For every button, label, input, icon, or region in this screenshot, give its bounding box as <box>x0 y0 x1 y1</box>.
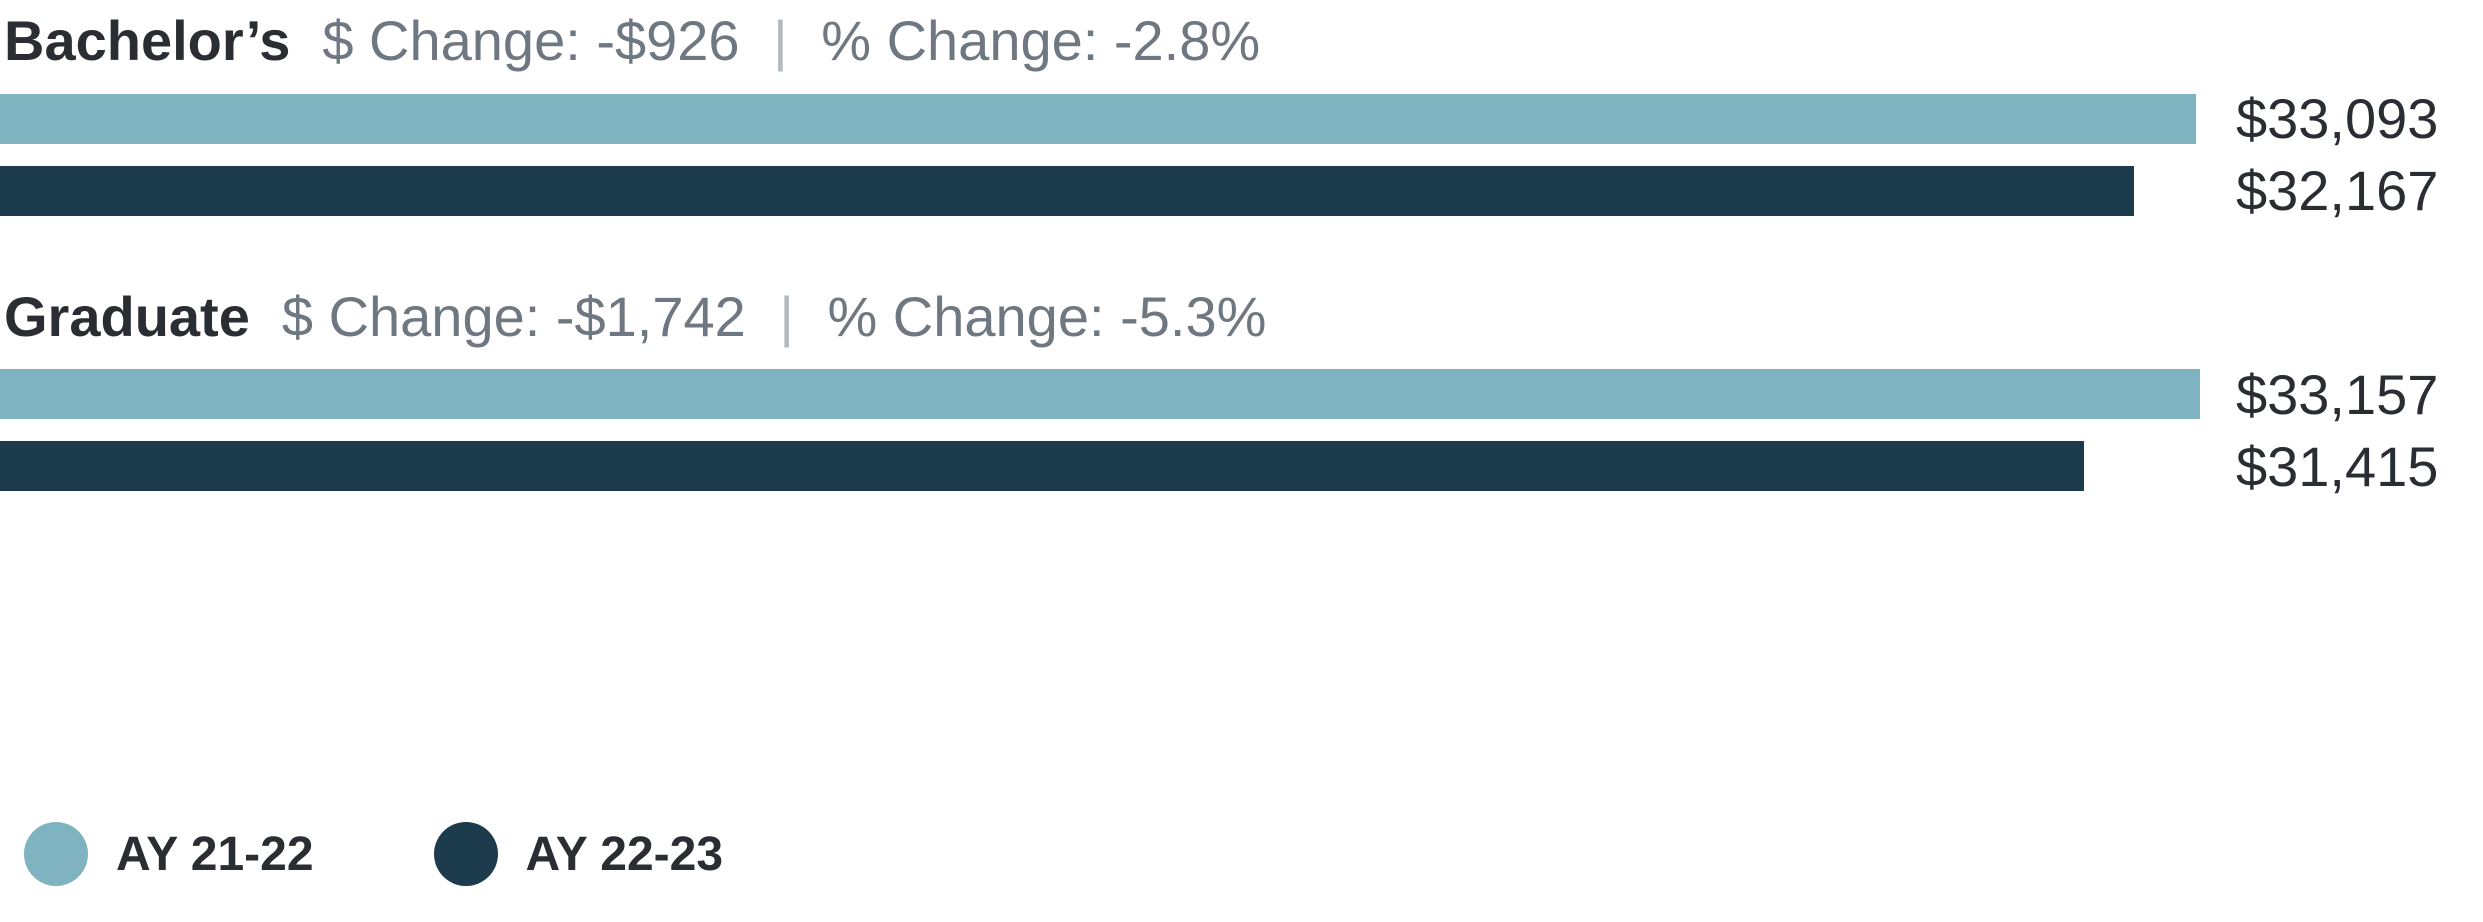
meta-separator: | <box>779 285 794 348</box>
bar-graduate-ay22-23 <box>0 441 2084 491</box>
bar-bachelors-ay22-23 <box>0 166 2134 216</box>
bar-track <box>0 369 2200 419</box>
bar-track <box>0 94 2200 144</box>
legend: AY 21-22 AY 22-23 <box>24 822 723 886</box>
group-graduate: Graduate $ Change: -$1,742 | % Change: -… <box>0 286 2483 492</box>
bar-row-graduate-ay21-22: $33,157 <box>0 369 2483 419</box>
bar-row-graduate-ay22-23: $31,415 <box>0 441 2483 491</box>
legend-label-ay21-22: AY 21-22 <box>116 827 314 882</box>
bar-track <box>0 441 2200 491</box>
bar-label-bachelors-ay21-22: $33,093 <box>2236 86 2438 151</box>
degree-cost-chart: Bachelor’s $ Change: -$926 | % Change: -… <box>0 0 2483 922</box>
bar-track <box>0 166 2200 216</box>
group-title-bachelors: Bachelor’s <box>4 10 290 72</box>
dollar-change-bachelors: $ Change: -$926 <box>322 9 739 72</box>
bar-label-graduate-ay21-22: $33,157 <box>2236 362 2438 427</box>
group-meta-graduate: $ Change: -$1,742 | % Change: -5.3% <box>282 286 1267 348</box>
group-meta-bachelors: $ Change: -$926 | % Change: -2.8% <box>322 10 1260 72</box>
percent-change-graduate: % Change: -5.3% <box>827 285 1266 348</box>
bar-label-bachelors-ay22-23: $32,167 <box>2236 158 2438 223</box>
bar-row-bachelors-ay21-22: $33,093 <box>0 94 2483 144</box>
group-header-graduate: Graduate $ Change: -$1,742 | % Change: -… <box>0 286 2483 348</box>
legend-swatch-ay22-23 <box>434 822 498 886</box>
bars-bachelors: $33,093 $32,167 <box>0 94 2483 216</box>
bar-row-bachelors-ay22-23: $32,167 <box>0 166 2483 216</box>
percent-change-bachelors: % Change: -2.8% <box>821 9 1260 72</box>
legend-label-ay22-23: AY 22-23 <box>526 827 724 882</box>
dollar-change-graduate: $ Change: -$1,742 <box>282 285 746 348</box>
group-title-graduate: Graduate <box>4 286 250 348</box>
group-bachelors: Bachelor’s $ Change: -$926 | % Change: -… <box>0 10 2483 216</box>
legend-item-ay21-22: AY 21-22 <box>24 822 314 886</box>
bar-graduate-ay21-22 <box>0 369 2200 419</box>
legend-swatch-ay21-22 <box>24 822 88 886</box>
legend-item-ay22-23: AY 22-23 <box>434 822 724 886</box>
group-header-bachelors: Bachelor’s $ Change: -$926 | % Change: -… <box>0 10 2483 72</box>
bars-graduate: $33,157 $31,415 <box>0 369 2483 491</box>
meta-separator: | <box>773 9 788 72</box>
bar-label-graduate-ay22-23: $31,415 <box>2236 434 2438 499</box>
bar-bachelors-ay21-22 <box>0 94 2196 144</box>
